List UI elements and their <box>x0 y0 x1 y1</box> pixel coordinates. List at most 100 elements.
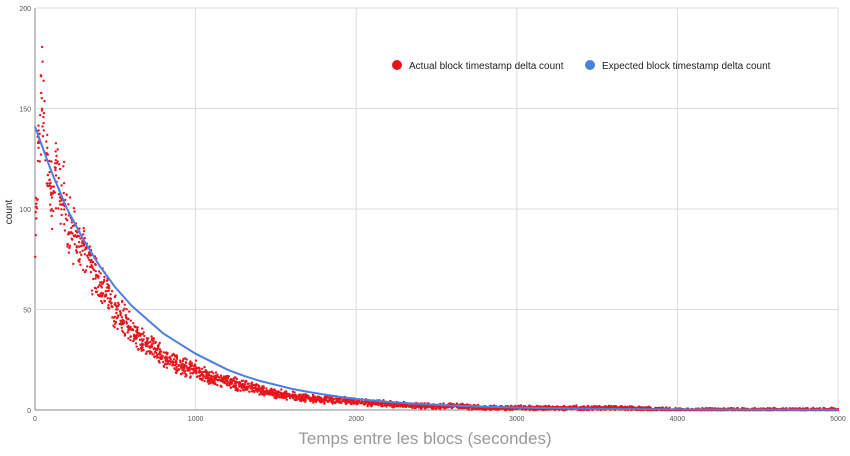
data-point <box>104 290 107 293</box>
data-point <box>158 341 161 345</box>
data-point <box>99 284 103 287</box>
data-point <box>270 387 273 390</box>
data-point <box>128 310 131 313</box>
data-point <box>221 379 225 382</box>
data-point <box>298 395 301 398</box>
data-point <box>42 115 45 119</box>
data-point <box>97 270 101 273</box>
data-point <box>147 341 150 344</box>
y-axis-label: count <box>4 200 15 225</box>
data-point <box>247 385 251 388</box>
data-point <box>119 313 122 317</box>
data-point <box>44 159 47 162</box>
data-point <box>183 364 187 367</box>
data-point <box>146 339 149 342</box>
data-point <box>222 375 226 378</box>
data-point <box>140 338 143 341</box>
data-point <box>285 398 288 401</box>
data-point <box>81 249 84 252</box>
data-point <box>40 97 43 100</box>
data-point <box>291 394 295 397</box>
data-point <box>144 344 148 348</box>
data-point <box>351 401 355 404</box>
data-point <box>214 374 217 377</box>
data-point <box>35 198 39 201</box>
data-point <box>34 233 37 237</box>
data-point <box>162 364 165 368</box>
data-point <box>214 371 218 374</box>
data-point <box>263 394 266 397</box>
data-point <box>110 301 113 305</box>
data-point <box>399 405 402 408</box>
data-point <box>271 391 274 395</box>
data-point <box>323 397 327 400</box>
data-point <box>154 340 157 344</box>
data-point <box>109 297 113 300</box>
data-point <box>253 390 256 394</box>
data-point <box>55 162 59 165</box>
data-point <box>82 230 86 233</box>
data-point <box>203 365 206 369</box>
data-point <box>62 191 65 195</box>
data-point <box>35 202 38 205</box>
data-point <box>142 338 145 341</box>
data-point <box>280 388 283 391</box>
data-point <box>179 373 183 376</box>
data-point <box>140 348 143 351</box>
data-point <box>208 371 211 374</box>
data-point <box>304 393 307 396</box>
y-tick-label: 100 <box>19 207 31 214</box>
data-point <box>48 178 51 181</box>
data-point <box>230 382 233 385</box>
data-point <box>381 404 384 408</box>
data-point <box>161 354 164 358</box>
data-point <box>50 196 54 199</box>
data-point <box>366 403 370 406</box>
data-point <box>188 366 191 369</box>
data-point <box>629 405 632 409</box>
data-point <box>102 280 106 283</box>
x-tick-label: 5000 <box>830 416 846 423</box>
data-point <box>189 376 192 379</box>
data-point <box>339 400 342 404</box>
data-point <box>62 160 66 164</box>
data-point <box>261 385 264 388</box>
data-point <box>219 384 222 387</box>
data-point <box>38 160 41 163</box>
y-tick-label: 200 <box>19 6 31 13</box>
data-point <box>97 276 100 279</box>
data-point <box>116 316 119 319</box>
data-point <box>271 394 275 397</box>
data-point <box>42 112 46 115</box>
data-point <box>153 355 156 359</box>
data-point <box>67 251 71 254</box>
data-point <box>50 185 54 188</box>
data-point <box>831 406 834 410</box>
data-point <box>355 400 359 404</box>
data-point <box>117 303 121 306</box>
data-point <box>255 387 258 391</box>
data-point <box>135 329 139 332</box>
data-point <box>49 187 52 190</box>
data-point <box>92 268 96 271</box>
data-point <box>52 185 55 188</box>
data-point <box>434 407 438 410</box>
data-point <box>169 358 172 361</box>
data-point <box>41 125 44 128</box>
data-point <box>94 269 97 273</box>
data-point <box>293 391 296 394</box>
data-point <box>77 259 80 262</box>
data-point <box>183 357 187 360</box>
data-point <box>107 307 111 310</box>
data-point <box>110 289 114 293</box>
data-point <box>76 231 79 234</box>
data-point <box>122 331 125 334</box>
data-point <box>119 311 122 315</box>
data-point <box>64 213 68 216</box>
data-point <box>110 305 113 308</box>
data-point <box>67 203 70 206</box>
data-point <box>405 404 408 407</box>
data-point <box>181 359 185 363</box>
data-point <box>189 372 192 375</box>
